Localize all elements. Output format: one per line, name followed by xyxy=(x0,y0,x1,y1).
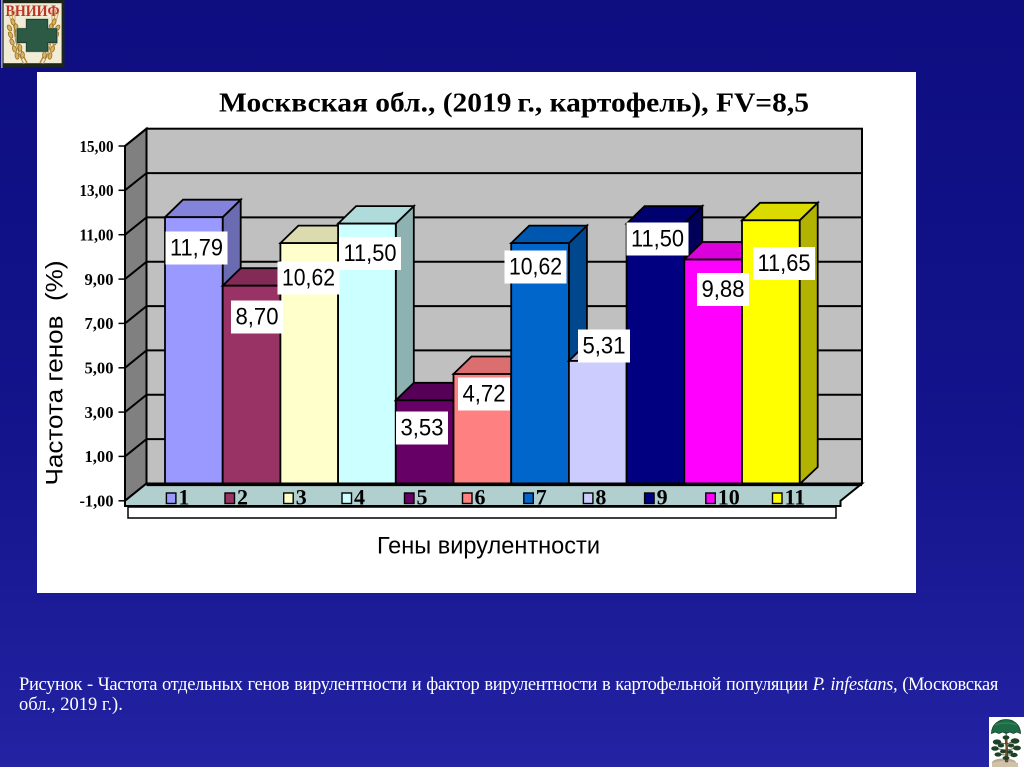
svg-text:15,00: 15,00 xyxy=(80,137,114,156)
svg-text:8,70: 8,70 xyxy=(236,304,279,331)
svg-text:3,00: 3,00 xyxy=(85,403,114,422)
svg-text:8: 8 xyxy=(595,485,606,510)
svg-text:-1,00: -1,00 xyxy=(80,492,114,511)
svg-text:Москвская обл., (2019 г., карт: Москвская обл., (2019 г., картофель), FV… xyxy=(219,88,809,118)
svg-text:6: 6 xyxy=(475,485,486,510)
svg-text:ВНИИФ: ВНИИФ xyxy=(6,3,60,20)
svg-text:9: 9 xyxy=(657,485,668,510)
svg-text:Гены вирулентности: Гены вирулентности xyxy=(377,533,600,560)
svg-text:2: 2 xyxy=(237,485,248,510)
svg-text:4,72: 4,72 xyxy=(463,381,506,408)
svg-text:11,79: 11,79 xyxy=(170,235,223,262)
svg-text:1: 1 xyxy=(178,485,189,510)
svg-text:10,62: 10,62 xyxy=(509,254,562,281)
svg-text:11,50: 11,50 xyxy=(344,240,397,267)
svg-text:5: 5 xyxy=(417,485,428,510)
svg-text:11,00: 11,00 xyxy=(80,226,114,245)
svg-text:11: 11 xyxy=(785,485,806,510)
svg-text:13,00: 13,00 xyxy=(80,181,114,200)
svg-text:11,65: 11,65 xyxy=(758,250,811,277)
svg-text:3: 3 xyxy=(296,485,307,510)
svg-text:5,00: 5,00 xyxy=(85,359,114,378)
svg-text:9,88: 9,88 xyxy=(702,276,745,303)
svg-text:3,53: 3,53 xyxy=(401,415,444,442)
svg-text:Частота генов (%): Частота генов (%) xyxy=(42,261,69,486)
svg-text:4: 4 xyxy=(354,485,365,510)
svg-text:7: 7 xyxy=(536,485,547,510)
svg-text:9,00: 9,00 xyxy=(85,270,114,289)
svg-text:1,00: 1,00 xyxy=(85,447,114,466)
svg-text:10: 10 xyxy=(718,485,740,510)
svg-text:10,62: 10,62 xyxy=(282,265,335,292)
svg-text:7,00: 7,00 xyxy=(85,314,114,333)
svg-text:11,50: 11,50 xyxy=(631,226,684,253)
svg-text:5,31: 5,31 xyxy=(583,333,626,360)
